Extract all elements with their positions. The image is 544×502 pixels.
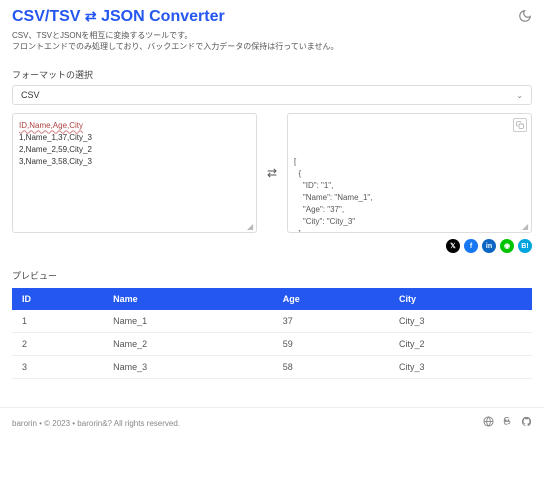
table-cell: City_3 bbox=[389, 356, 532, 379]
share-linkedin-button[interactable]: in bbox=[482, 239, 496, 253]
resize-handle-icon: ◢ bbox=[247, 223, 255, 231]
share-hatena-button[interactable]: B! bbox=[518, 239, 532, 253]
chevron-down-icon: ⌄ bbox=[516, 91, 523, 100]
preview-label: プレビュー bbox=[12, 269, 532, 282]
footer-text: barorin • © 2023 • barorin&? All rights … bbox=[12, 419, 180, 428]
social-share-row: 𝕏 f in ◉ B! bbox=[12, 239, 532, 253]
share-facebook-button[interactable]: f bbox=[464, 239, 478, 253]
mastodon-icon[interactable] bbox=[502, 416, 513, 430]
arrows-icon: ⇄ bbox=[85, 8, 97, 24]
format-label: フォーマットの選択 bbox=[12, 68, 532, 81]
table-header: City bbox=[389, 288, 532, 310]
table-cell: Name_3 bbox=[103, 356, 273, 379]
globe-icon[interactable] bbox=[483, 416, 494, 430]
table-cell: Name_2 bbox=[103, 333, 273, 356]
share-x-button[interactable]: 𝕏 bbox=[446, 239, 460, 253]
table-cell: City_2 bbox=[389, 333, 532, 356]
output-textarea[interactable]: [ { "ID": "1", "Name": "Name_1", "Age": … bbox=[287, 113, 532, 233]
input-textarea[interactable]: ID,Name,Age,City 1,Name_1,37,City_3 2,Na… bbox=[12, 113, 257, 233]
table-cell: City_3 bbox=[389, 310, 532, 333]
table-row: 3Name_358City_3 bbox=[12, 356, 532, 379]
page-title: CSV/TSV ⇄ JSON Converter bbox=[12, 8, 225, 26]
table-header: ID bbox=[12, 288, 103, 310]
table-cell: 59 bbox=[273, 333, 389, 356]
table-row: 2Name_259City_2 bbox=[12, 333, 532, 356]
table-header: Name bbox=[103, 288, 273, 310]
table-cell: 3 bbox=[12, 356, 103, 379]
github-icon[interactable] bbox=[521, 416, 532, 430]
swap-button[interactable]: ⇄ bbox=[263, 113, 281, 233]
preview-table: IDNameAgeCity 1Name_137City_32Name_259Ci… bbox=[12, 288, 532, 379]
table-cell: 2 bbox=[12, 333, 103, 356]
table-cell: 1 bbox=[12, 310, 103, 333]
table-cell: Name_1 bbox=[103, 310, 273, 333]
table-cell: 37 bbox=[273, 310, 389, 333]
table-row: 1Name_137City_3 bbox=[12, 310, 532, 333]
format-select[interactable]: CSV ⌄ bbox=[12, 85, 532, 105]
dark-mode-toggle[interactable] bbox=[518, 9, 532, 26]
table-header: Age bbox=[273, 288, 389, 310]
description: CSV、TSVとJSONを相互に変換するツールです。 フロントエンドでのみ処理し… bbox=[12, 30, 532, 52]
copy-button[interactable] bbox=[513, 118, 527, 132]
table-cell: 58 bbox=[273, 356, 389, 379]
share-line-button[interactable]: ◉ bbox=[500, 239, 514, 253]
